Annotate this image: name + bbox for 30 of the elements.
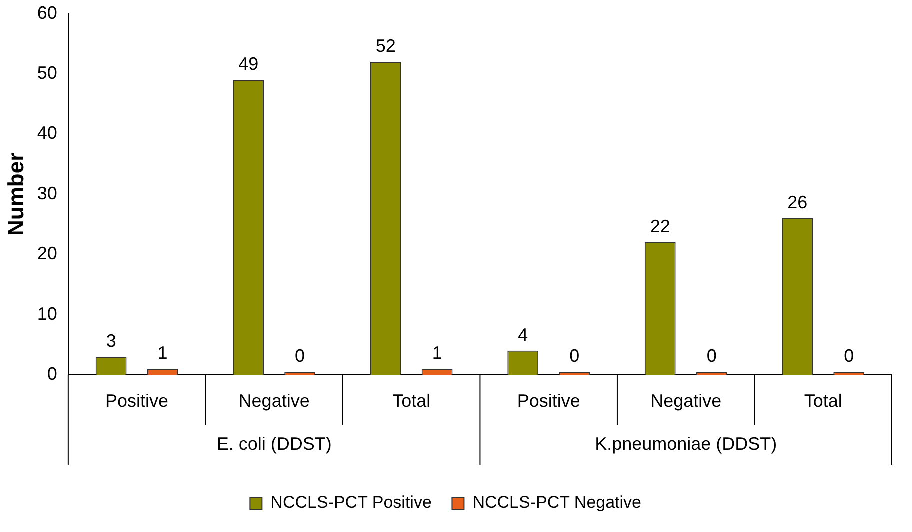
y-tick-label: 50 (37, 62, 58, 83)
legend-label: NCCLS-PCT Negative (472, 493, 642, 512)
data-label: 1 (432, 342, 442, 363)
data-label: 52 (376, 36, 396, 56)
x-tick-label: Negative (238, 390, 310, 411)
data-label: 4 (518, 324, 528, 345)
y-axis-title: Number (3, 152, 28, 236)
data-label: 3 (106, 330, 116, 351)
x-tick-label: Total (804, 390, 842, 411)
y-tick-label: 30 (37, 183, 58, 204)
y-tick-label: 10 (37, 304, 58, 324)
data-label: 0 (844, 346, 854, 366)
data-label: 0 (295, 346, 306, 366)
y-tick-label: 0 (47, 364, 58, 384)
x-tick-label: Total (392, 390, 431, 411)
text: E. coli (DDST) (216, 434, 332, 454)
x-tick-label: Positive (517, 390, 580, 411)
data-label: 22 (650, 216, 670, 237)
data-label: 0 (570, 346, 580, 366)
text: K.pneumoniae (DDST) (595, 434, 778, 454)
y-tick-label: 20 (37, 244, 58, 264)
y-tick-label: 60 (37, 2, 58, 23)
data-label: 26 (788, 192, 808, 212)
legend-label: NCCLS-PCT Positive (270, 493, 432, 512)
x-tick-label: Positive (106, 390, 169, 411)
data-label: 49 (238, 54, 259, 74)
data-label: 0 (706, 346, 717, 366)
data-label: 1 (158, 342, 168, 363)
x-tick-label: Negative (650, 390, 722, 411)
y-tick-label: 40 (37, 123, 58, 144)
